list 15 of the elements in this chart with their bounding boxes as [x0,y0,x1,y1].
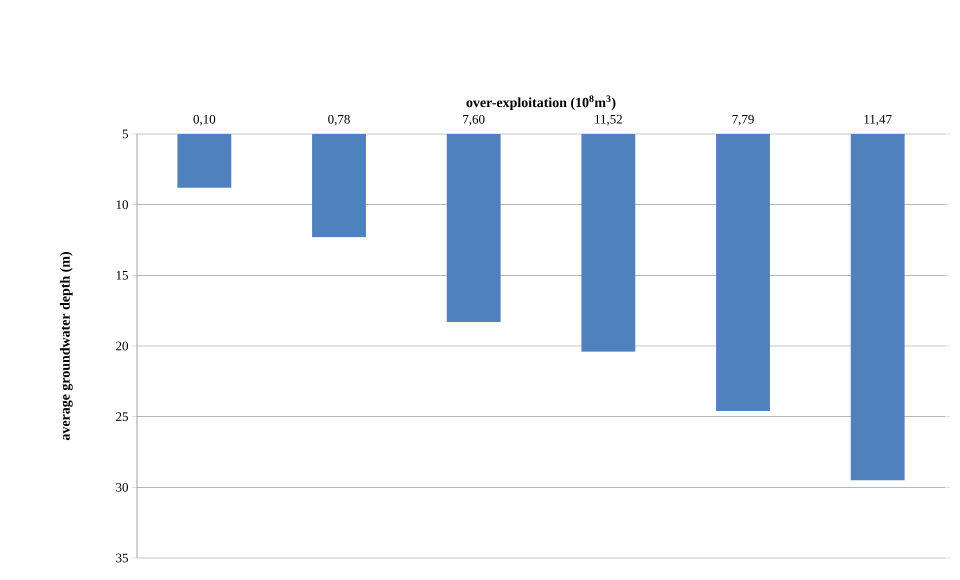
x-tick-label: 0,10 [194,114,216,126]
y-tick-label: 35 [116,554,128,562]
x-tick-label: 0,78 [328,114,350,126]
y-tick-label: 20 [116,342,128,350]
x-tick-label: 7,79 [732,114,754,126]
y-tick-label: 25 [116,412,128,422]
y-tick-label: 10 [116,200,128,210]
y-tick-label: 30 [116,482,128,492]
x-axis-title: over-exploitation (10$^{8}$m$^{3}$) [466,95,616,110]
x-tick-label: 7,60 [463,114,485,126]
y-axis-title: average groundwater depth (m) [60,252,73,440]
x-tick-label: 11,47 [864,114,892,126]
y-tick-label: 15 [116,270,128,280]
x-tick-label: 11,52 [595,114,622,126]
y-tick-label: 5 [122,130,128,138]
